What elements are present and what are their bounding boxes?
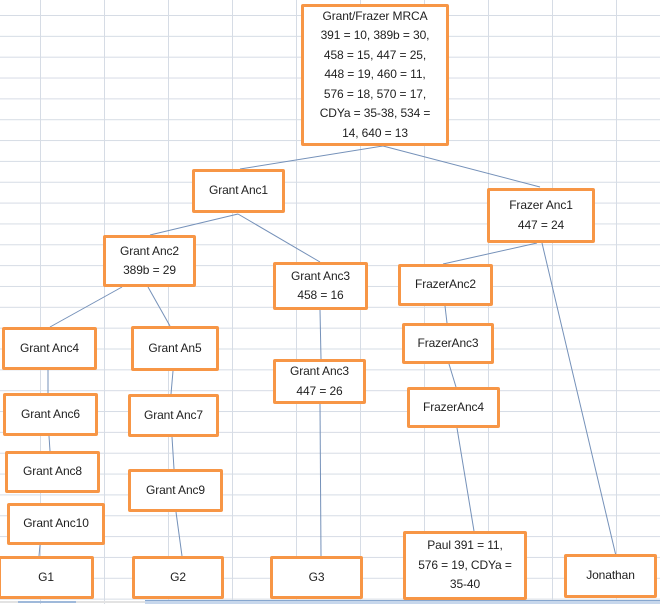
node-jonathan[interactable]: Jonathan	[564, 554, 657, 598]
node-grant-anc9-label: Grant Anc9	[145, 482, 206, 497]
connector-frazer-anc1-frazer-anc2	[442, 242, 538, 265]
connector-grant-anc10-g1	[38, 544, 41, 557]
connector-frazer-anc2-frazer-anc3	[444, 305, 448, 324]
node-grant-anc6[interactable]: Grant Anc6	[3, 393, 98, 436]
connector-grant-anc1-grant-anc3	[237, 213, 321, 263]
node-grant-anc3-458[interactable]: Grant Anc3 458 = 16	[273, 262, 368, 310]
connector-grant-anc9-g2	[175, 511, 183, 557]
node-grant-frazer-mrca[interactable]: Grant/Frazer MRCA 391 = 10, 389b = 30, 4…	[301, 4, 449, 146]
connector-grant-anc2-grant-an5	[147, 286, 171, 327]
node-frazer-anc2-label: FrazerAnc2	[414, 277, 477, 292]
node-grant-an5-label: Grant An5	[148, 340, 202, 355]
node-grant-anc4-label: Grant Anc4	[19, 340, 80, 355]
node-grant-anc7[interactable]: Grant Anc7	[128, 394, 219, 437]
bottom-edge-strip-right	[145, 600, 660, 604]
node-grant-anc1[interactable]: Grant Anc1	[192, 169, 285, 213]
connector-grant-anc2-grant-anc4	[49, 286, 123, 328]
node-frazer-anc2[interactable]: FrazerAnc2	[398, 264, 493, 306]
node-grant-anc7-label: Grant Anc7	[143, 407, 204, 422]
node-g2[interactable]: G2	[132, 556, 224, 599]
node-g1-label: G1	[38, 569, 54, 584]
connector-grant-anc3a-grant-anc3b	[319, 309, 322, 360]
node-grant-anc1-label: Grant Anc1	[208, 183, 269, 198]
node-g2-label: G2	[170, 569, 186, 584]
connector-grant-an5-grant-anc7	[170, 370, 174, 395]
node-frazer-anc3-label: FrazerAnc3	[417, 335, 479, 350]
node-grant-anc2[interactable]: Grant Anc2 389b = 29	[103, 235, 196, 287]
connector-grant-anc3b-g3	[319, 403, 322, 557]
node-grant-anc8[interactable]: Grant Anc8	[5, 451, 100, 493]
node-grant-anc10-label: Grant Anc10	[23, 516, 89, 531]
connector-mrca-frazer-anc1	[382, 145, 541, 188]
node-paul[interactable]: Paul 391 = 11, 576 = 19, CDYa = 35-40	[403, 531, 527, 600]
node-grant-anc4[interactable]: Grant Anc4	[2, 327, 97, 370]
connector-mrca-grant-anc1	[239, 145, 384, 170]
connector-grant-anc7-grant-anc9	[171, 436, 175, 470]
node-grant-anc10[interactable]: Grant Anc10	[7, 503, 105, 545]
bottom-edge-strip-accent	[18, 601, 76, 603]
node-frazer-anc3[interactable]: FrazerAnc3	[402, 323, 494, 364]
connector-frazer-anc1-jonathan	[541, 242, 617, 557]
node-g1[interactable]: G1	[0, 556, 94, 599]
node-paul-label: Paul 391 = 11, 576 = 19, CDYa = 35-40	[418, 538, 512, 592]
node-grant-frazer-mrca-label: Grant/Frazer MRCA 391 = 10, 389b = 30, 4…	[319, 8, 431, 140]
node-grant-anc3-447-label: Grant Anc3 447 = 26	[289, 364, 350, 398]
node-frazer-anc4[interactable]: FrazerAnc4	[407, 387, 500, 428]
node-frazer-anc4-label: FrazerAnc4	[422, 399, 485, 414]
node-grant-anc3-447[interactable]: Grant Anc3 447 = 26	[273, 359, 366, 404]
node-g3-label: G3	[308, 569, 325, 584]
node-jonathan-label: Jonathan	[586, 568, 635, 583]
node-grant-an5[interactable]: Grant An5	[131, 326, 219, 371]
connector-frazer-anc4-paul	[456, 427, 475, 532]
connector-grant-anc6-grant-anc8	[48, 435, 51, 452]
node-frazer-anc1-label: Frazer Anc1 447 = 24	[509, 198, 573, 232]
node-grant-anc3-458-label: Grant Anc3 458 = 16	[290, 268, 351, 303]
node-grant-anc6-label: Grant Anc6	[20, 406, 81, 421]
node-grant-anc2-label: Grant Anc2 389b = 29	[119, 243, 180, 278]
node-frazer-anc1[interactable]: Frazer Anc1 447 = 24	[487, 188, 595, 243]
connector-frazer-anc3-frazer-anc4	[448, 363, 457, 388]
node-g3[interactable]: G3	[270, 556, 363, 599]
node-grant-anc8-label: Grant Anc8	[22, 464, 83, 479]
node-grant-anc9[interactable]: Grant Anc9	[128, 469, 223, 512]
connector-grant-anc1-grant-anc2	[149, 213, 239, 236]
